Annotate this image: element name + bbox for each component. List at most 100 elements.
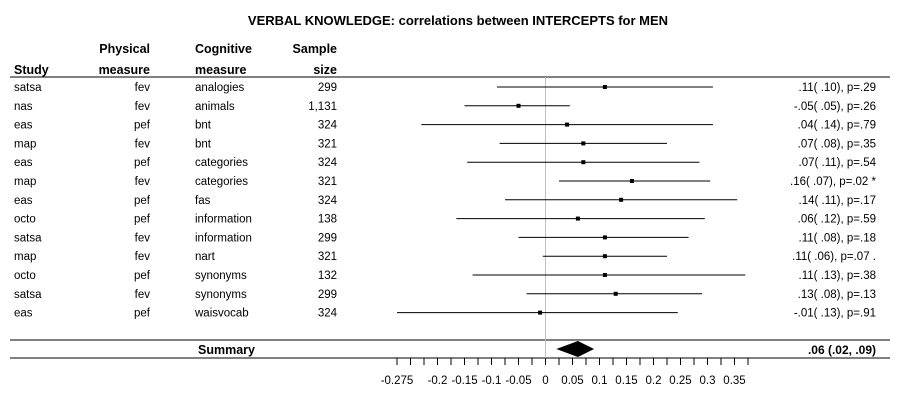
x-tick-label: 0.1 [592, 375, 608, 387]
cell-sample-size: 299 [318, 289, 337, 301]
cell-study: map [14, 176, 36, 188]
x-tick-label: 0.15 [615, 375, 637, 387]
header-sample-line1: Sample [293, 42, 338, 56]
point-estimate-marker [602, 273, 607, 277]
cell-physical-measure: fev [135, 251, 151, 263]
cell-cognitive-measure: synonyms [195, 289, 247, 301]
point-estimate-marker [565, 122, 570, 127]
summary-statistic: .06 (.02, .09) [808, 343, 876, 357]
point-estimate-marker [602, 235, 607, 240]
x-tick-label: -0.275 [381, 375, 414, 387]
cell-cognitive-measure: categories [195, 176, 248, 188]
cell-statistic: -.05( .05), p=.26 [794, 101, 876, 113]
cell-sample-size: 321 [318, 251, 337, 263]
point-estimate-marker [619, 197, 624, 202]
x-tick-label: 0.2 [646, 375, 662, 387]
cell-statistic: .11( .08), p=.18 [799, 232, 876, 244]
cell-physical-measure: fev [135, 82, 151, 94]
cell-cognitive-measure: nart [195, 251, 216, 263]
cell-study: octo [14, 270, 36, 282]
point-estimate-marker [613, 291, 618, 296]
header-study-line2: Study [14, 63, 49, 77]
chart-title: VERBAL KNOWLEDGE: correlations between I… [248, 13, 668, 28]
cell-study: map [14, 251, 36, 263]
cell-sample-size: 138 [318, 214, 337, 226]
summary-label: Summary [198, 343, 255, 357]
cell-study: satsa [14, 82, 42, 94]
header-cognitive-line1: Cognitive [195, 42, 252, 56]
x-tick-label: -0.2 [428, 375, 448, 387]
cell-physical-measure: fev [135, 101, 151, 113]
cell-cognitive-measure: waisvocab [194, 308, 249, 320]
header-cognitive-line2: measure [195, 63, 246, 77]
cell-sample-size: 1,131 [308, 101, 337, 113]
header-sample-line2: size [313, 63, 337, 77]
x-tick-label: 0.3 [700, 375, 716, 387]
cell-physical-measure: pef [134, 157, 151, 169]
cell-cognitive-measure: animals [195, 101, 235, 113]
cell-cognitive-measure: fas [195, 195, 211, 207]
cell-study: eas [14, 120, 33, 132]
cell-statistic: .04( .14), p=.79 [798, 120, 876, 132]
cell-cognitive-measure: information [195, 214, 252, 226]
cell-sample-size: 321 [318, 176, 337, 188]
cell-study: satsa [14, 232, 42, 244]
cell-physical-measure: pef [134, 195, 151, 207]
x-tick-label: 0.35 [723, 375, 745, 387]
x-axis: -0.275 -0.2 -0.15 -0.1 -0.05 0 0.05 0.1 0.15 0.2 0… [381, 358, 749, 387]
cell-study: eas [14, 308, 33, 320]
cell-statistic: .07( .08), p=.35 [798, 138, 876, 150]
cell-cognitive-measure: analogies [195, 82, 244, 94]
cell-study: map [14, 138, 36, 150]
cell-sample-size: 132 [318, 270, 337, 282]
cell-study: satsa [14, 289, 42, 301]
cell-statistic: .11( .06), p=.07 . [792, 251, 876, 263]
point-estimate-marker [602, 85, 607, 89]
cell-sample-size: 324 [318, 308, 338, 320]
cell-physical-measure: pef [134, 270, 151, 282]
cell-sample-size: 299 [318, 82, 337, 94]
cell-physical-measure: fev [135, 176, 151, 188]
cell-cognitive-measure: bnt [195, 120, 212, 132]
cell-statistic: .11( .13), p=.38 [799, 270, 876, 282]
point-estimate-marker [538, 310, 543, 315]
cell-physical-measure: pef [134, 308, 151, 320]
cell-study: eas [14, 157, 33, 169]
point-estimate-marker [575, 216, 580, 221]
cell-statistic: .16( .07), p=.02 * [790, 176, 877, 188]
point-estimate-marker [516, 103, 521, 108]
point-estimate-marker [602, 254, 607, 259]
cell-physical-measure: fev [135, 232, 151, 244]
cell-sample-size: 321 [318, 138, 337, 150]
cell-cognitive-measure: information [195, 232, 252, 244]
cell-physical-measure: pef [134, 214, 151, 226]
x-tick-label: -0.15 [451, 375, 477, 387]
cell-physical-measure: fev [135, 289, 151, 301]
header-physical-line1: Physical [99, 42, 150, 56]
point-estimate-marker [629, 179, 634, 183]
summary-diamond [556, 341, 595, 357]
x-tick-label: -0.05 [505, 375, 531, 387]
cell-statistic: .07( .11), p=.54 [799, 157, 877, 169]
cell-statistic: .11( .10), p=.29 [799, 82, 876, 94]
point-estimate-marker [581, 141, 586, 146]
point-estimate-marker [581, 160, 586, 165]
cell-statistic: .06( .12), p=.59 [798, 214, 876, 226]
cell-cognitive-measure: synonyms [195, 270, 247, 282]
cell-cognitive-measure: bnt [195, 138, 212, 150]
cell-sample-size: 324 [318, 157, 338, 169]
header-physical-line2: measure [99, 63, 150, 77]
x-tick-label: -0.1 [482, 375, 502, 387]
cell-statistic: -.01( .13), p=.91 [794, 308, 876, 320]
cell-study: octo [14, 214, 36, 226]
cell-physical-measure: fev [135, 138, 151, 150]
x-tick-label: 0.25 [669, 375, 691, 387]
cell-statistic: .14( .11), p=.17 [799, 195, 876, 207]
x-tick-label: 0 [542, 375, 548, 387]
cell-study: nas [14, 101, 33, 113]
cell-statistic: .13( .08), p=.13 [798, 289, 876, 301]
cell-cognitive-measure: categories [195, 157, 248, 169]
study-rows: satsa fev analogies 299 .11( .10), p=.29 nas f… [14, 82, 877, 320]
cell-physical-measure: pef [134, 120, 151, 132]
